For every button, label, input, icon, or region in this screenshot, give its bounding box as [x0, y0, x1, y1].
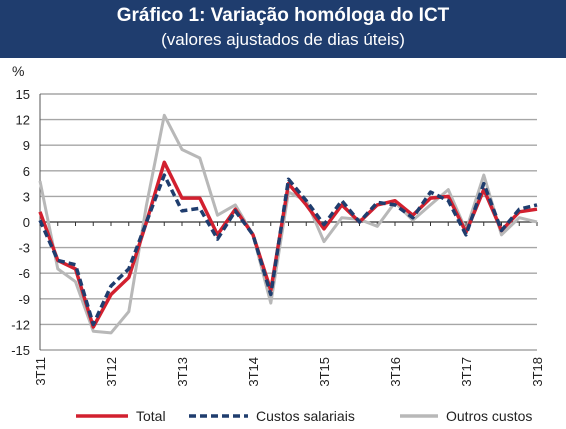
chart-title: Gráfico 1: Variação homóloga do ICT — [116, 5, 450, 26]
y-tick-label: -9 — [18, 292, 30, 307]
legend-item-outros-custos: Outros custos — [400, 408, 532, 424]
y-tick-label: 3 — [23, 189, 30, 204]
y-tick-label: -3 — [18, 241, 30, 256]
y-tick-label: 6 — [23, 164, 30, 179]
legend-label: Outros custos — [446, 408, 532, 424]
series-line-custos-salariais — [38, 173, 538, 327]
y-tick-label: -12 — [11, 317, 30, 332]
legend-label: Custos salariais — [256, 408, 355, 424]
y-tick-label: 15 — [16, 87, 30, 102]
y-tick-label: 12 — [16, 113, 30, 128]
x-tick-label: 3T13 — [175, 357, 190, 387]
y-tick-label: -6 — [18, 266, 30, 281]
x-tick-label: 3T15 — [317, 357, 332, 387]
x-tick-label: 3T18 — [530, 357, 545, 387]
x-tick-label: 3T16 — [388, 357, 403, 387]
y-tick-labels: -15 -12 -9 -6 -3 0 3 6 9 12 15 — [11, 87, 30, 358]
x-tick-label: 3T17 — [459, 357, 474, 387]
x-tick-label: 3T14 — [246, 357, 261, 387]
y-tick-label: 0 — [23, 215, 30, 230]
legend-item-total: Total — [76, 408, 166, 424]
x-tick-labels: 3T11 3T12 3T13 3T14 3T15 3T16 3T17 3T18 — [33, 357, 545, 387]
legend-item-custos-salariais: Custos salariais — [189, 408, 355, 424]
x-tick-label: 3T12 — [104, 357, 119, 387]
y-axis-unit-label: % — [12, 63, 24, 79]
y-tick-label: 9 — [23, 138, 30, 153]
chart-header: Gráfico 1: Variação homóloga do ICT (val… — [0, 0, 566, 58]
chart-subtitle: (valores ajustados de dias úteis) — [161, 30, 405, 49]
gridlines — [39, 93, 538, 351]
x-tick-label: 3T11 — [33, 357, 48, 386]
legend: Total Custos salariais Outros custos — [76, 408, 532, 424]
y-tick-label: -15 — [11, 343, 30, 358]
series-lines — [38, 113, 538, 335]
legend-label: Total — [136, 408, 166, 424]
